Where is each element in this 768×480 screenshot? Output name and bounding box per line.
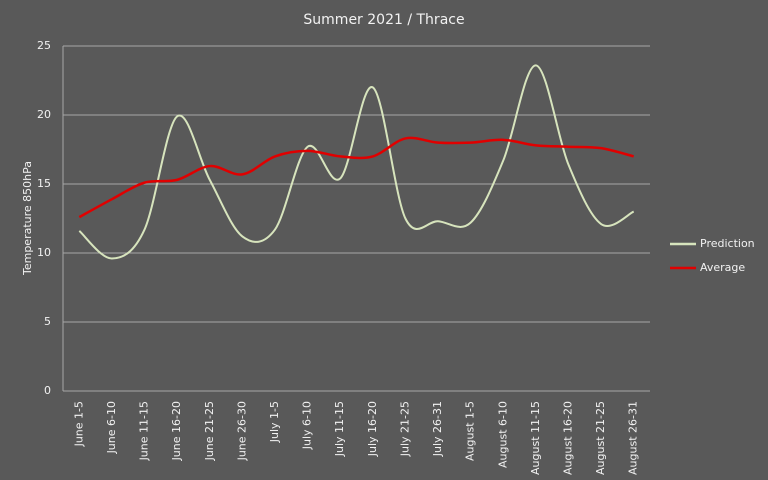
- x-tick-label: July 1-5: [268, 401, 281, 443]
- x-tick-label: August 16-20: [561, 401, 574, 475]
- x-tick-label: August 1-5: [464, 401, 477, 461]
- x-tick-label: August 11-15: [529, 401, 542, 475]
- x-tick-label: August 6-10: [496, 401, 509, 468]
- y-tick-label: 5: [44, 315, 51, 328]
- series-line: [78, 64, 635, 260]
- x-tick-label: June 21-25: [203, 401, 216, 461]
- y-tick-label: 0: [44, 384, 51, 397]
- y-tick-label: 20: [37, 108, 51, 121]
- x-tick-label: July 21-25: [398, 401, 411, 457]
- y-axis-label: Temperature 850hPa: [21, 161, 34, 276]
- x-tick-label: July 16-20: [366, 401, 379, 457]
- x-tick-label: July 11-15: [333, 401, 346, 457]
- x-tick-label: June 26-30: [235, 401, 248, 461]
- x-tick-label: June 6-10: [105, 401, 118, 454]
- x-tick-label: June 1-5: [72, 401, 85, 447]
- y-tick-label: 15: [37, 177, 51, 190]
- legend-label: Average: [700, 261, 745, 274]
- x-tick-label: July 6-10: [301, 401, 314, 450]
- x-tick-label: July 26-31: [431, 401, 444, 457]
- x-tick-label: August 26-31: [627, 401, 640, 475]
- x-tick-label: August 21-25: [594, 401, 607, 475]
- series-line: [78, 136, 635, 219]
- chart-title: Summer 2021 / Thrace: [303, 12, 464, 28]
- x-tick-label: June 16-20: [170, 401, 183, 461]
- y-tick-label: 25: [37, 39, 51, 52]
- x-tick-label: June 11-15: [138, 401, 151, 461]
- legend-label: Prediction: [700, 237, 755, 250]
- y-tick-label: 10: [37, 246, 51, 259]
